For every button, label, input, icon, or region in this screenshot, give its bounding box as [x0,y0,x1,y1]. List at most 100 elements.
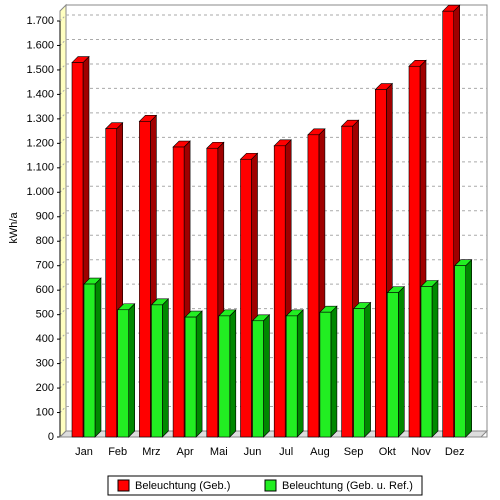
legend-label: Beleuchtung (Geb. u. Ref.) [282,480,413,492]
x-tick-label: Mai [210,446,228,458]
bar-side [296,309,304,438]
y-tick-label: 700 [36,260,54,272]
y-tick-label: 300 [36,357,54,369]
bar-side [229,309,237,438]
bar-front [172,146,185,438]
bar-front [252,320,264,438]
y-tick-label: 1.600 [26,39,54,51]
bar-side [128,303,135,438]
x-tick-label: Nov [411,446,431,458]
bar-front [307,134,320,438]
y-tick-label: 500 [36,309,54,321]
x-tick-label: Mrz [142,446,160,458]
bar-front [71,62,84,438]
bar-front [420,286,433,438]
x-tick-label: Feb [108,446,127,458]
bar-front [285,315,298,438]
bar-front [273,145,286,438]
bar-side [364,301,371,438]
bar [386,285,406,438]
y-tick-label: 1.200 [26,137,54,149]
grid-line [59,381,67,389]
grid-line [59,14,67,22]
x-tick-label: Dez [445,446,465,458]
grid-line [59,332,67,340]
grid-line [59,406,67,413]
y-tick-label: 1.500 [26,64,54,76]
bar-front [341,125,353,438]
legend-swatch [117,479,130,492]
side-wall [59,3,67,439]
bar-front [408,65,421,438]
legend-swatch [264,479,277,492]
x-tick-label: Sep [344,446,364,458]
bar [116,303,136,438]
y-tick-label: 1.400 [26,88,54,100]
bar-side [465,258,473,438]
y-axis-label: kWh/a [8,212,20,244]
y-tick-label: 1.700 [26,15,54,27]
y-tick-label: 400 [36,333,54,345]
bar-front [218,315,231,438]
bar [218,309,237,438]
grid-line [59,234,67,242]
bar-side [397,285,405,438]
bar-side [162,298,169,438]
x-tick-label: Jul [279,446,293,458]
bar [420,279,439,438]
y-tick-label: 800 [36,235,54,247]
y-tick-label: 1.000 [26,186,54,198]
bar-front [454,265,467,438]
grid-line [59,63,67,71]
bar-front [184,316,197,438]
bar-side [94,277,102,438]
grid-line [59,161,67,169]
grid-line [59,210,67,218]
bar-side [195,310,203,438]
x-tick-label: Jun [244,446,262,458]
x-tick-label: Apr [177,446,194,458]
bar [285,309,304,438]
bar-front [442,10,455,438]
bar-front [117,309,129,438]
bar [319,305,338,438]
y-tick-label: 100 [36,406,54,418]
x-tick-label: Jan [75,446,93,458]
bar [83,277,102,438]
grid-line [59,112,67,120]
legend-label: Beleuchtung (Geb.) [135,480,230,492]
bar-front [240,158,252,438]
bar [184,310,203,438]
y-tick-label: 1.300 [26,113,54,125]
bar-side [263,314,270,438]
bar-front [151,304,163,438]
y-tick-label: 0 [48,431,54,443]
grid-line [59,185,67,193]
y-tick-label: 600 [36,284,54,296]
x-tick-label: Aug [310,446,330,458]
bar-front [319,311,332,438]
bar [453,258,473,438]
bar-front [386,292,399,438]
bar-front [374,89,387,438]
x-tick-label: Okt [379,446,396,458]
bar [251,314,271,438]
bar-side [431,279,439,438]
bar-front [206,147,219,438]
grid-line [59,283,67,291]
grid-line [59,136,67,144]
grid-line [59,259,67,267]
grid-line [59,357,67,364]
bar-front [105,128,117,438]
y-tick-label: 900 [36,211,54,223]
grid-line [59,308,67,316]
grid-line [59,39,67,46]
bar-front [353,308,365,438]
bar-front [139,121,151,438]
bar-front [83,283,96,438]
y-tick-label: 1.100 [26,162,54,174]
bar-side [330,305,338,438]
bar [150,298,170,438]
